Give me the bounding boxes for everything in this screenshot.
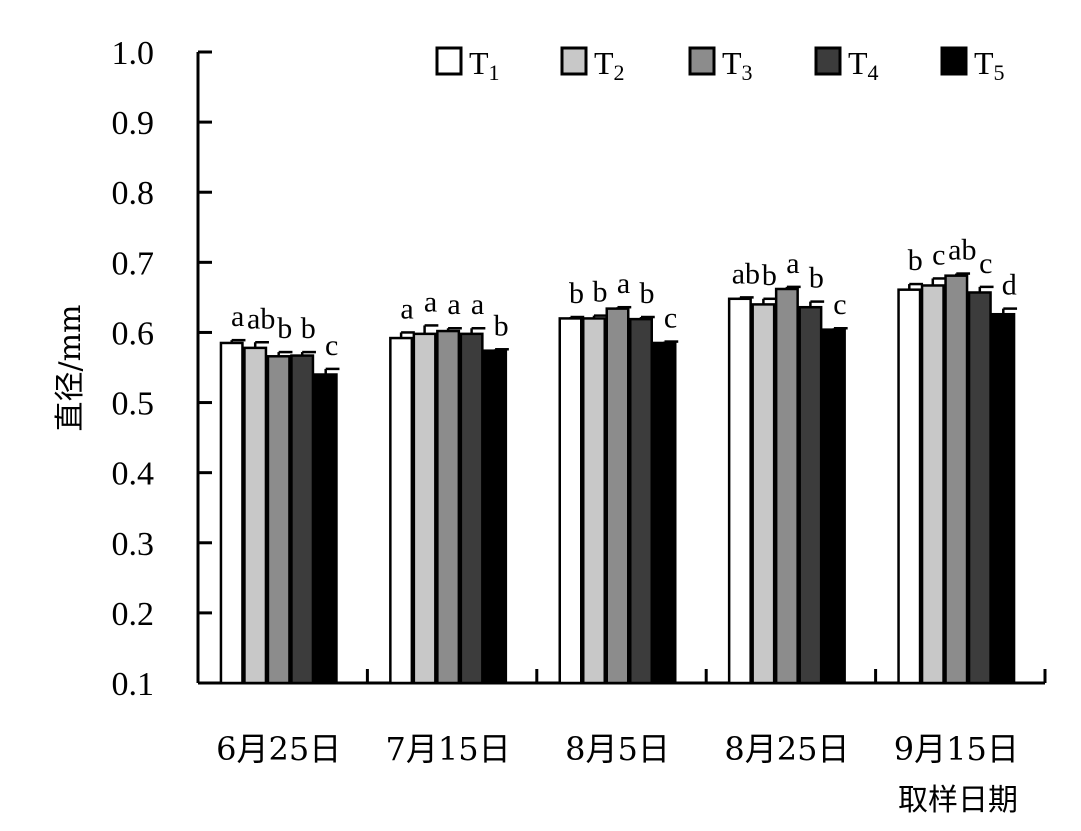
bar: [558, 317, 583, 685]
significance-label: b: [809, 262, 824, 295]
bar: [436, 329, 461, 685]
bar: [967, 291, 992, 685]
y-tick-label: 0.3: [112, 526, 155, 563]
legend-swatch: [688, 46, 716, 76]
significance-label: a: [471, 288, 484, 321]
significance-label: c: [833, 288, 846, 321]
significance-label: a: [231, 300, 244, 333]
significance-label: b: [301, 312, 316, 345]
legend-label-subscript: 2: [614, 60, 625, 85]
bar: [459, 332, 484, 685]
bar: [605, 307, 630, 685]
legend: T1 T2 T3 T4 T5: [435, 45, 1005, 85]
significance-label: ab: [732, 257, 760, 290]
significance-label: c: [932, 238, 945, 271]
x-tick-label: 6月25日: [216, 730, 341, 768]
significance-label: b: [762, 259, 777, 292]
significance-label: a: [424, 285, 437, 318]
x-tick-label: 9月15日: [894, 730, 1019, 768]
significance-label: c: [325, 329, 338, 362]
bar: [798, 305, 823, 685]
x-tick-label: 8月5日: [565, 730, 670, 768]
y-tick-label: 0.6: [112, 315, 155, 352]
legend-swatch: [435, 46, 463, 76]
bar: [652, 341, 677, 685]
significance-label: b: [569, 277, 584, 310]
y-tick-label: 0.7: [112, 245, 155, 282]
x-axis-title: 取样日期: [898, 783, 1018, 818]
axes: 0.1 0.2 0.3 0.4 0.5 0.6 0.7 0.8 0.9 1.0 6月25日 7月15日…: [112, 35, 1047, 768]
bar: [243, 346, 268, 685]
bar: [483, 349, 508, 685]
bar: [266, 355, 291, 685]
y-axis-title: 直径/mm: [53, 304, 88, 431]
significance-label: a: [786, 247, 799, 280]
significance-label: a: [617, 267, 630, 300]
bar: [412, 332, 437, 685]
bar: [751, 303, 776, 685]
x-tick-label: 7月15日: [386, 730, 511, 768]
legend-label-subscript: 3: [742, 60, 753, 85]
bar: [389, 336, 414, 685]
bar: [991, 312, 1016, 685]
legend-label: T1: [469, 45, 500, 85]
significance-label: b: [277, 312, 292, 345]
significance-label: b: [640, 277, 655, 310]
legend-label-subscript: 1: [489, 60, 500, 85]
significance-label: d: [1002, 269, 1017, 302]
legend-label: T4: [848, 45, 879, 85]
significance-label: c: [664, 302, 677, 335]
x-tick-label: 8月25日: [724, 730, 849, 768]
bar: [774, 287, 799, 685]
y-tick-label: 0.9: [112, 105, 155, 142]
legend-label: T5: [974, 45, 1005, 85]
legend-label: T3: [722, 45, 753, 85]
bar: [313, 373, 338, 685]
significance-label: b: [908, 244, 923, 277]
legend-label: T2: [594, 45, 625, 85]
y-tick-label: 0.2: [112, 596, 155, 633]
y-tick-label: 0.4: [112, 456, 155, 493]
significance-label: a: [400, 292, 413, 325]
bar: [897, 288, 922, 685]
significance-label: ab: [948, 234, 976, 267]
legend-swatch: [940, 46, 968, 76]
y-tick-label: 0.5: [112, 386, 155, 423]
significance-label: a: [447, 288, 460, 321]
legend-label-subscript: 4: [868, 60, 879, 85]
bar: [821, 328, 846, 685]
y-tick-label: 0.1: [112, 666, 155, 703]
bar: [219, 341, 244, 685]
significance-label: b: [494, 309, 509, 342]
legend-swatch: [814, 46, 842, 76]
y-tick-label: 1.0: [112, 35, 155, 72]
bar: [727, 297, 752, 685]
bar: [629, 317, 653, 685]
significance-label: ab: [247, 302, 275, 335]
bar: [944, 274, 969, 685]
bar: [920, 284, 945, 685]
legend-label-subscript: 5: [994, 60, 1005, 85]
significance-label: b: [593, 276, 608, 309]
y-tick-label: 0.8: [112, 175, 155, 212]
legend-swatch: [560, 46, 588, 76]
bar: [290, 354, 315, 685]
significance-label: c: [979, 247, 992, 280]
bar: [582, 317, 606, 685]
